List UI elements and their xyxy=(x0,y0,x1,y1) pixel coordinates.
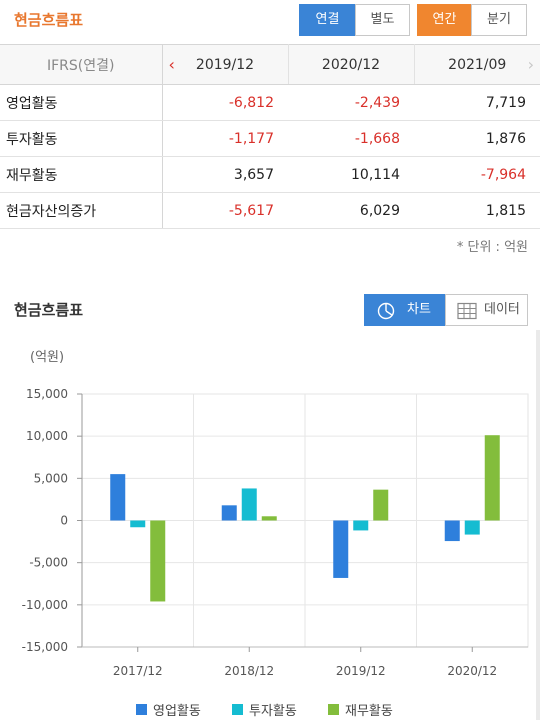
y-tick-label: -5,000 xyxy=(29,556,68,570)
table-cell: -1,668 xyxy=(288,120,414,157)
x-tick-label: 2017/12 xyxy=(113,664,163,678)
pie-chart-icon xyxy=(377,302,395,320)
scrollbar[interactable] xyxy=(536,330,540,720)
table-cell: -5,617 xyxy=(162,192,288,229)
cashflow-bar-chart: -15,000 -10,000 -5,000 0 5,000 10,000 15,000 20… xyxy=(22,387,529,719)
header: 현금흐름표 연결 별도 연간 분기 xyxy=(0,0,540,44)
table-row: 현금자산의증가 -5,617 6,029 1,815 xyxy=(0,192,540,229)
x-tick-label: 2018/12 xyxy=(224,664,274,678)
legend-swatch xyxy=(328,704,339,715)
table-cell: -1,177 xyxy=(162,120,288,157)
column-header-label: 2021/09 xyxy=(448,56,507,73)
table-cell: 1,876 xyxy=(414,120,540,157)
legend-label: 투자활동 xyxy=(249,704,297,719)
legend-swatch xyxy=(136,704,147,715)
table-cell: -7,964 xyxy=(414,156,540,193)
table-cell: -2,439 xyxy=(288,84,414,121)
table-cell: 6,029 xyxy=(288,192,414,229)
row-label: 재무활동 xyxy=(0,156,163,193)
consolidated-button[interactable]: 연결 xyxy=(299,4,356,36)
bar xyxy=(333,520,349,578)
data-view-button[interactable]: 데이터 xyxy=(445,294,528,326)
bar xyxy=(444,520,460,542)
bar xyxy=(464,520,480,535)
column-header: 2021/09 › xyxy=(414,44,540,85)
y-tick-label: 0 xyxy=(60,514,68,528)
column-header-label: 2020/12 xyxy=(321,56,381,73)
y-axis-unit: (억원) xyxy=(30,350,65,365)
table-row: 영업활동 -6,812 -2,439 7,719 xyxy=(0,84,540,121)
separate-button[interactable]: 별도 xyxy=(355,4,410,36)
column-header: 2020/12 xyxy=(288,44,415,85)
quarter-button[interactable]: 분기 xyxy=(471,4,527,36)
chart-section-title: 현금흐름표 xyxy=(14,301,84,319)
chevron-left-icon[interactable]: ‹ xyxy=(168,55,175,74)
table-cell: 1,815 xyxy=(414,192,540,229)
table-cell: 3,657 xyxy=(162,156,288,193)
y-tick-label: -10,000 xyxy=(22,598,68,612)
chevron-right-icon[interactable]: › xyxy=(527,55,534,74)
y-tick-label: 15,000 xyxy=(26,387,68,401)
bar xyxy=(221,505,237,521)
table-cell: -6,812 xyxy=(162,84,288,121)
row-label: 투자활동 xyxy=(0,120,163,157)
bar xyxy=(150,520,166,602)
x-tick-label: 2019/12 xyxy=(336,664,386,678)
bar xyxy=(484,435,500,521)
data-view-label: 데이터 xyxy=(484,302,520,317)
table-header-row: IFRS(연결) ‹ 2019/12 2020/12 2021/09 › xyxy=(0,44,540,85)
row-label: 현금자산의증가 xyxy=(0,192,163,229)
legend-label: 재무활동 xyxy=(345,704,393,719)
column-header-label: 2019/12 xyxy=(195,56,255,73)
bar xyxy=(130,520,146,528)
x-tick-label: 2020/12 xyxy=(447,664,497,678)
annual-button[interactable]: 연간 xyxy=(417,4,472,36)
bar xyxy=(261,516,277,521)
table-row: 투자활동 -1,177 -1,668 1,876 xyxy=(0,120,540,157)
bar xyxy=(373,489,389,521)
column-header: ‹ 2019/12 xyxy=(162,44,289,85)
chart-view-button[interactable]: 차트 xyxy=(364,294,446,326)
table-corner-label: IFRS(연결) xyxy=(0,44,163,85)
bar xyxy=(110,474,126,521)
table-cell: 7,719 xyxy=(414,84,540,121)
page-title: 현금흐름표 xyxy=(14,11,84,29)
table-cell: 10,114 xyxy=(288,156,414,193)
row-label: 영업활동 xyxy=(0,84,163,121)
bar xyxy=(353,520,369,531)
unit-note: * 단위 : 억원 xyxy=(456,240,528,255)
cashflow-table: IFRS(연결) ‹ 2019/12 2020/12 2021/09 › 영업활… xyxy=(0,44,540,229)
legend-label: 영업활동 xyxy=(153,704,201,719)
bar xyxy=(241,488,257,521)
chart-view-label: 차트 xyxy=(407,302,431,317)
y-tick-label: -15,000 xyxy=(22,640,68,654)
table-grid-icon xyxy=(457,302,477,320)
table-row: 재무활동 3,657 10,114 -7,964 xyxy=(0,156,540,193)
legend-swatch xyxy=(232,704,243,715)
y-tick-label: 5,000 xyxy=(34,471,68,485)
y-tick-label: 10,000 xyxy=(26,429,68,443)
